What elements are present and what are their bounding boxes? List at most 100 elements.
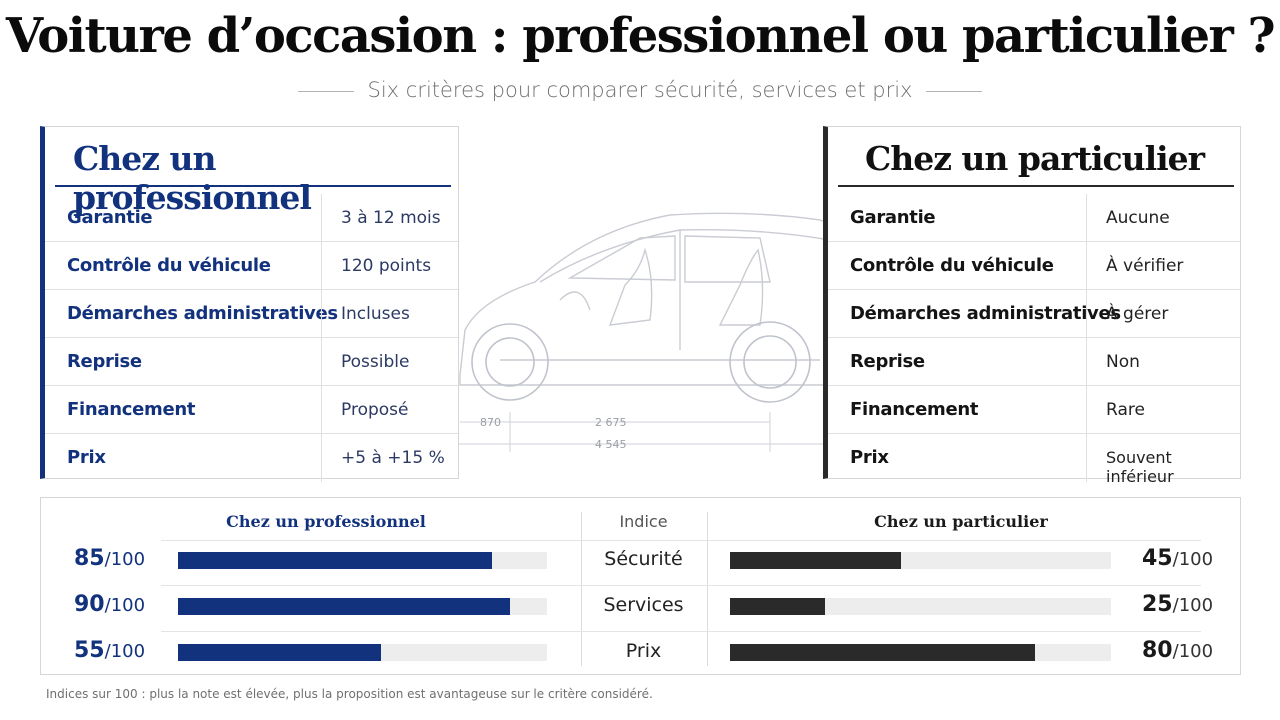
criteria-value: Incluses	[341, 304, 410, 324]
private-bar-track	[730, 598, 1111, 615]
index-header-professional: Chez un professionnel	[226, 512, 426, 531]
criteria-label: Contrôle du véhicule	[67, 255, 271, 276]
row-divider	[321, 338, 322, 385]
criteria-row: Contrôle du véhicule 120 points	[45, 242, 458, 290]
professional-score: 85/100	[74, 546, 145, 571]
criteria-row: Reprise Non	[828, 338, 1240, 386]
index-row: 55/100 Prix 80/100	[41, 632, 1242, 672]
criteria-row: Démarches administratives À gérer	[828, 290, 1240, 338]
criteria-row: Prix Souvent inférieur	[828, 434, 1240, 486]
score-denominator: /100	[104, 549, 146, 570]
index-divider-right	[707, 512, 708, 666]
private-criteria-list: Garantie Aucune Contrôle du véhicule À vér…	[828, 194, 1240, 486]
criteria-label: Reprise	[850, 351, 925, 372]
criteria-label: Garantie	[67, 207, 153, 228]
criterion-label: Services	[603, 594, 684, 616]
criteria-label: Financement	[67, 399, 196, 420]
private-score-value: 45	[1142, 546, 1173, 571]
professional-score: 55/100	[74, 638, 145, 663]
criteria-label: Prix	[850, 447, 889, 468]
row-divider	[1086, 194, 1087, 241]
criterion-label: Sécurité	[604, 548, 683, 570]
score-denominator: /100	[1172, 641, 1214, 662]
car-seat-front	[608, 247, 653, 326]
dimension-front: 870	[480, 416, 501, 429]
score-denominator: /100	[1172, 595, 1214, 616]
subtitle-rule-left	[297, 90, 354, 92]
row-divider	[1086, 434, 1087, 482]
private-bar-fill	[730, 552, 902, 569]
professional-bar-track	[178, 644, 547, 661]
car-blueprint-illustration: 870 2 675 4 545	[440, 212, 860, 452]
criteria-value: Aucune	[1106, 208, 1170, 228]
car-seat-rear	[718, 248, 764, 326]
criteria-row: Garantie 3 à 12 mois	[45, 194, 458, 242]
criteria-label: Démarches administratives	[67, 303, 338, 324]
page-subtitle: Six critères pour comparer sécurité, ser…	[0, 78, 1280, 102]
private-bar-fill	[730, 644, 1035, 661]
criteria-label: Démarches administratives	[850, 303, 1121, 324]
page-title: Voiture d’occasion : professionnel ou pa…	[5, 8, 1276, 64]
criteria-label: Garantie	[850, 207, 936, 228]
index-row-rule	[161, 585, 1201, 586]
criteria-value: Souvent inférieur	[1106, 448, 1174, 486]
car-rear-wheel-hub	[743, 335, 797, 389]
index-comparison-panel: Chez un professionnel Indice Chez un par…	[40, 497, 1241, 675]
dimension-length: 4 545	[595, 438, 627, 451]
criteria-label: Financement	[850, 399, 979, 420]
index-divider-left	[581, 512, 582, 666]
criteria-label: Contrôle du véhicule	[850, 255, 1054, 276]
private-score: 25/100	[1142, 592, 1213, 617]
professional-score-value: 85	[74, 546, 105, 571]
index-header-rule	[161, 540, 1201, 541]
professional-title-rule	[55, 185, 451, 187]
criteria-row: Reprise Possible	[45, 338, 458, 386]
car-steering	[559, 291, 591, 311]
car-front-wheel-hub	[485, 337, 535, 387]
index-row: 90/100 Services 25/100	[41, 586, 1242, 626]
private-score: 80/100	[1142, 638, 1213, 663]
footnote: Indices sur 100 : plus la note est élevé…	[46, 687, 653, 701]
private-title-rule	[838, 185, 1234, 187]
professional-bar-fill	[178, 598, 511, 615]
criteria-row: Financement Proposé	[45, 386, 458, 434]
criteria-row: Financement Rare	[828, 386, 1240, 434]
row-divider	[321, 242, 322, 289]
professional-criteria-list: Garantie 3 à 12 mois Contrôle du véhicule…	[45, 194, 458, 482]
professional-panel-title: Chez un professionnel	[73, 139, 312, 217]
row-divider	[321, 290, 322, 337]
car-rear-wheel	[729, 321, 811, 403]
private-bar-track	[730, 552, 1111, 569]
private-panel-title: Chez un particulier	[864, 139, 1205, 178]
criteria-value: À vérifier	[1106, 256, 1184, 276]
index-header-criterion: Indice	[619, 512, 668, 531]
row-divider	[1086, 386, 1087, 433]
score-denominator: /100	[104, 595, 146, 616]
criteria-value: Proposé	[341, 400, 409, 420]
row-divider	[1086, 242, 1087, 289]
index-row-rule	[161, 631, 1201, 632]
row-divider	[321, 434, 322, 482]
criteria-value: Non	[1106, 352, 1140, 372]
criterion-label: Prix	[625, 640, 662, 662]
criteria-value: 120 points	[341, 256, 432, 276]
private-score-value: 25	[1142, 592, 1173, 617]
private-panel: Chez un particulier Garantie Aucune Contr…	[823, 126, 1241, 486]
car-window-rear	[684, 235, 771, 283]
private-score: 45/100	[1142, 546, 1213, 571]
professional-score-value: 90	[74, 592, 105, 617]
car-body-outline	[459, 212, 860, 386]
private-score-value: 80	[1142, 638, 1173, 663]
criteria-value: +5 à +15 %	[341, 448, 445, 468]
criteria-value: À gérer	[1106, 304, 1169, 324]
professional-score-value: 55	[74, 638, 105, 663]
criteria-row: Démarches administratives Incluses	[45, 290, 458, 338]
criteria-row: Contrôle du véhicule À vérifier	[828, 242, 1240, 290]
professional-score: 90/100	[74, 592, 145, 617]
private-bar-fill	[730, 598, 826, 615]
private-bar-track	[730, 644, 1111, 661]
index-header-private: Chez un particulier	[874, 512, 1048, 531]
criteria-row: Garantie Aucune	[828, 194, 1240, 242]
professional-panel: Chez un professionnel Garantie 3 à 12 moi…	[40, 126, 459, 482]
row-divider	[1086, 338, 1087, 385]
